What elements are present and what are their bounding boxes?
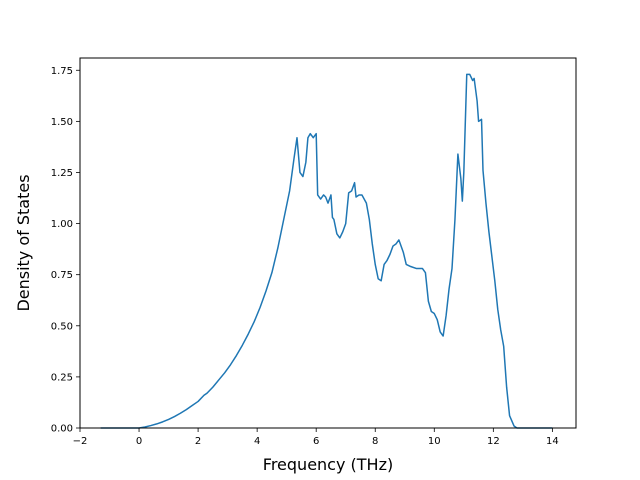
line-layer (100, 73, 553, 429)
y-tick-label: 1.00 (51, 219, 73, 230)
x-tick-label: −2 (73, 436, 88, 447)
plot-area (80, 58, 576, 428)
y-tick-label: 1.50 (51, 117, 73, 128)
x-tick-label: 0 (136, 436, 142, 447)
x-tick-label: 10 (428, 436, 441, 447)
y-tick-label: 0.00 (51, 424, 73, 435)
y-tick-label: 1.25 (51, 168, 73, 179)
y-tick-label: 0.50 (51, 321, 73, 332)
x-axis-label: Frequency (THz) (263, 455, 393, 474)
y-tick-label: 0.25 (51, 372, 73, 383)
axes-frame (79, 57, 577, 429)
x-tick-label: 14 (546, 436, 559, 447)
x-tick-label: 4 (254, 436, 260, 447)
x-tick-label: 6 (313, 436, 319, 447)
x-tick-label: 2 (195, 436, 201, 447)
x-tick-label: 12 (487, 436, 500, 447)
series-line (100, 73, 553, 429)
x-axis: −2 0 2 4 6 8 10 12 14 (73, 428, 559, 447)
y-tick-label: 0.75 (51, 270, 73, 281)
x-tick-label: 8 (372, 436, 378, 447)
y-axis: 0.00 0.25 0.50 0.75 1.00 1.25 1.50 1.75 (51, 66, 80, 435)
y-tick-label: 1.75 (51, 66, 73, 77)
y-axis-label: Density of States (14, 174, 33, 311)
